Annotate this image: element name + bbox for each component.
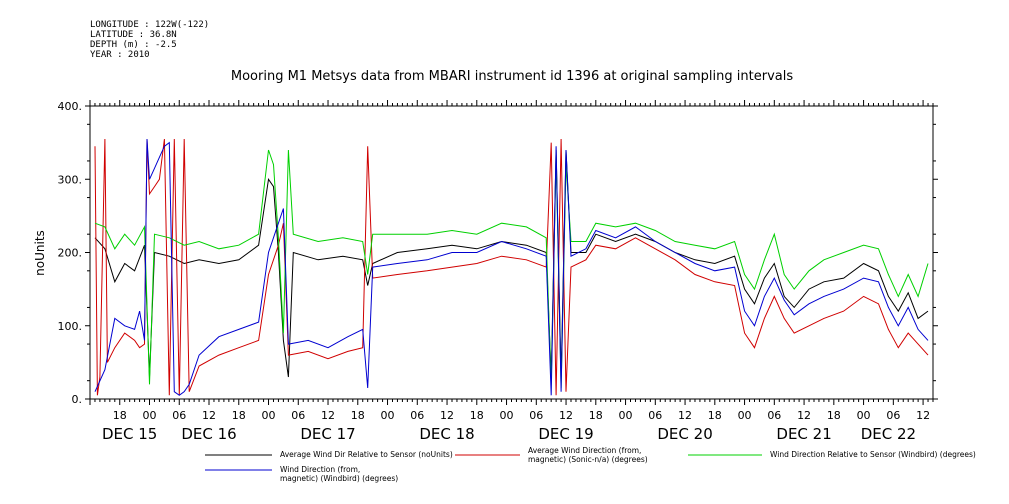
x-day-label: DEC 19 — [538, 425, 593, 443]
x-hour-label: 06 — [886, 409, 900, 422]
x-hour-label: 00 — [381, 409, 395, 422]
series-line-0 — [94, 149, 929, 378]
y-tick-label: 100. — [58, 320, 83, 333]
x-hour-label: 18 — [827, 409, 841, 422]
x-hour-label: 06 — [291, 409, 305, 422]
y-tick-label: 200. — [58, 247, 83, 260]
x-hour-label: 06 — [410, 409, 424, 422]
x-hour-label: 12 — [797, 409, 811, 422]
x-hour-label: 06 — [648, 409, 662, 422]
y-axis-label: noUnits — [33, 230, 47, 276]
x-hour-label: 12 — [678, 409, 692, 422]
series-line-2 — [94, 149, 929, 389]
x-hour-label: 12 — [321, 409, 335, 422]
x-hour-label: 12 — [559, 409, 573, 422]
x-day-label: DEC 22 — [861, 425, 916, 443]
y-tick-label: 300. — [58, 173, 83, 186]
x-hour-label: 00 — [262, 409, 276, 422]
x-hour-label: 18 — [708, 409, 722, 422]
x-hour-label: 18 — [589, 409, 603, 422]
x-hour-label: 00 — [500, 409, 514, 422]
x-day-label: DEC 15 — [102, 425, 157, 443]
x-hour-label: 12 — [440, 409, 454, 422]
series-line-3 — [94, 138, 929, 396]
x-day-label: DEC 18 — [419, 425, 474, 443]
x-hour-label: 18 — [351, 409, 365, 422]
legend-label: Wind Direction (from, — [280, 465, 360, 474]
x-hour-label: 00 — [738, 409, 752, 422]
metadata-block: LONGITUDE : 122W(-122) LATITUDE : 36.8N … — [90, 20, 209, 60]
axes: 0. 100. 200. 300. 400. 18 00 06 12 18 00 06 12 18 00 06… — [58, 100, 938, 443]
x-day-label: DEC 20 — [657, 425, 712, 443]
x-hour-label: 18 — [232, 409, 246, 422]
x-hour-label: 00 — [857, 409, 871, 422]
legend: Average Wind Dir Relative to Sensor (noU… — [205, 446, 976, 483]
legend-label: Wind Direction Relative to Sensor (Windb… — [770, 450, 976, 459]
x-hour-label: 18 — [113, 409, 127, 422]
year-label: YEAR : 2010 — [90, 50, 150, 60]
x-hour-label: 06 — [529, 409, 543, 422]
x-day-label: DEC 17 — [300, 425, 355, 443]
chart-title: Mooring M1 Metsys data from MBARI instru… — [231, 69, 793, 84]
x-hour-label: 12 — [202, 409, 216, 422]
x-hour-label: 00 — [143, 409, 157, 422]
series-group — [94, 138, 929, 396]
legend-label: Average Wind Direction (from, — [528, 446, 641, 455]
y-tick-label: 400. — [58, 100, 83, 113]
legend-label: magnetic) (Windbird) (degrees) — [280, 474, 398, 483]
plot-frame — [89, 105, 934, 400]
series-line-1 — [94, 138, 929, 396]
x-hour-label: 06 — [767, 409, 781, 422]
y-tick-label: 0. — [72, 393, 83, 406]
longitude-label: LONGITUDE : 122W(-122) — [90, 20, 210, 30]
x-hour-label: 06 — [172, 409, 186, 422]
x-hour-label: 00 — [619, 409, 633, 422]
x-day-label: DEC 16 — [181, 425, 236, 443]
x-hour-label: 12 — [916, 409, 930, 422]
legend-label: magnetic) (Sonic-n/a) (degrees) — [528, 455, 648, 464]
x-hour-label: 18 — [470, 409, 484, 422]
x-day-label: DEC 21 — [776, 425, 831, 443]
latitude-label: LATITUDE : 36.8N — [90, 30, 177, 40]
depth-label: DEPTH (m) : -2.5 — [90, 40, 177, 50]
legend-label: Average Wind Dir Relative to Sensor (noU… — [280, 450, 453, 459]
